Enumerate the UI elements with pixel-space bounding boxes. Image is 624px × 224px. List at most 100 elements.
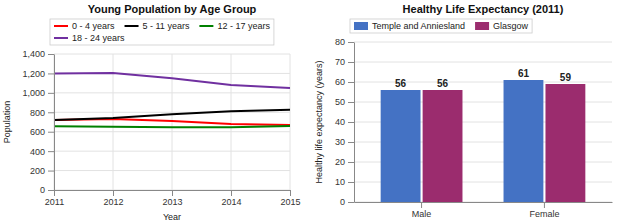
- tick: 40: [335, 117, 354, 127]
- legend: 0 - 4 years 5 - 11 years 12 - 17 years 18 -…: [50, 19, 274, 45]
- data-labels: 56615659: [395, 68, 571, 89]
- chart-title: Young Population by Age Group: [88, 3, 257, 15]
- x-axis: Male Female: [355, 202, 613, 219]
- chart-title: Healthy Life Expectancy (2011): [403, 3, 564, 15]
- legend-swatch: [475, 22, 489, 30]
- tick: 10: [335, 177, 354, 187]
- grid-line: [354, 82, 612, 83]
- tick-label: 30: [335, 137, 345, 147]
- data-label: 61: [518, 68, 530, 79]
- tick-mark: [348, 162, 354, 163]
- tick-label: 60: [335, 77, 345, 87]
- y-axis: 0 10 20 30 40 50 60 70 80: [335, 37, 355, 207]
- tick: 80: [335, 37, 354, 47]
- tick-mark: [421, 202, 422, 208]
- tick-mark: [48, 93, 54, 94]
- tick-label: 2013: [162, 197, 182, 207]
- tick-mark: [231, 190, 232, 196]
- tick: 50: [335, 97, 354, 107]
- tick-label: 80: [335, 37, 345, 47]
- legend-item: Temple and Anniesland: [354, 21, 465, 31]
- bar: [423, 90, 463, 202]
- tick-mark: [348, 182, 354, 183]
- tick: 0: [40, 185, 54, 195]
- legend-item: 12 - 17 years: [199, 21, 270, 31]
- grid-line: [354, 42, 612, 43]
- tick: 1,400: [22, 49, 54, 59]
- marks: [381, 80, 586, 202]
- tick-mark: [348, 102, 354, 103]
- tick-mark: [48, 171, 54, 172]
- tick-mark: [113, 190, 114, 196]
- tick: 2011: [45, 190, 64, 207]
- tick-label: 400: [30, 147, 45, 157]
- tick: 30: [335, 137, 354, 147]
- tick-label: 70: [335, 57, 345, 67]
- axis-line: [54, 55, 55, 191]
- chart-panel: Temple and Anniesland Glasgow Healthy Life…: [314, 3, 613, 219]
- tick-label: 40: [335, 117, 345, 127]
- bar: [504, 80, 544, 202]
- legend-label: Temple and Anniesland: [372, 21, 465, 31]
- tick: Male: [412, 202, 432, 219]
- data-label: 56: [395, 78, 407, 89]
- legend-label: 18 - 24 years: [72, 33, 125, 43]
- tick-mark: [348, 122, 354, 123]
- plot-area: 0 200 400 600 800 1,000 1,200 1,400 2011 2012 2013…: [22, 49, 300, 207]
- tick-mark: [172, 190, 173, 196]
- legend-item: 18 - 24 years: [54, 33, 125, 43]
- tick: 2014: [221, 190, 241, 207]
- grid-line: [113, 54, 114, 190]
- tick-label: 2012: [103, 197, 123, 207]
- y-axis-title: Healthy life expectancy (years): [314, 60, 324, 183]
- tick-label: Male: [412, 209, 432, 219]
- series-line: [54, 73, 290, 88]
- legend-label: 5 - 11 years: [143, 21, 190, 31]
- tick: 2013: [162, 190, 182, 207]
- tick-label: 800: [30, 108, 45, 118]
- x-axis-title: Year: [163, 212, 181, 222]
- legend-swatch: [54, 25, 68, 27]
- data-label: 59: [560, 72, 572, 83]
- grid-line: [290, 54, 291, 190]
- tick-mark: [348, 82, 354, 83]
- bar: [545, 84, 585, 202]
- tick: 200: [30, 166, 54, 176]
- tick-mark: [54, 190, 55, 196]
- tick-mark: [348, 202, 354, 203]
- tick: 1,000: [22, 88, 54, 98]
- chart-panel: 0 - 4 years 5 - 11 years 12 - 17 years 18 -…: [2, 3, 301, 222]
- legend-item: Glasgow: [475, 21, 529, 31]
- tick-label: Female: [529, 209, 559, 219]
- tick-label: 50: [335, 97, 345, 107]
- grid-line: [231, 54, 232, 190]
- legend-item: 0 - 4 years: [54, 21, 115, 31]
- tick: 2012: [103, 190, 123, 207]
- tick-mark: [48, 112, 54, 113]
- tick: 1,200: [22, 69, 54, 79]
- grid: [354, 42, 612, 202]
- chart-root: 0 - 4 years 5 - 11 years 12 - 17 years 18 -…: [0, 0, 624, 224]
- tick-label: 1,200: [22, 69, 45, 79]
- axis-line: [355, 202, 613, 203]
- legend-label: Glasgow: [493, 21, 529, 31]
- marks: [54, 73, 290, 127]
- tick-label: 600: [30, 127, 45, 137]
- tick: 2015: [280, 190, 300, 207]
- x-axis: 2011 2012 2013 2014 2015: [45, 190, 301, 207]
- tick-mark: [48, 132, 54, 133]
- tick-mark: [48, 73, 54, 74]
- legend-swatch: [54, 37, 68, 39]
- legend-swatch: [354, 22, 368, 30]
- tick-mark: [348, 142, 354, 143]
- tick-label: 2011: [45, 197, 64, 207]
- tick: 60: [335, 77, 354, 87]
- tick-label: 20: [335, 157, 345, 167]
- bar: [381, 90, 421, 202]
- plot-area: 01020304050607080MaleFemale56615659: [335, 37, 613, 219]
- tick-mark: [48, 54, 54, 55]
- legend-label: 12 - 17 years: [217, 21, 270, 31]
- tick: 0: [340, 197, 354, 207]
- tick-mark: [290, 190, 291, 196]
- tick: 70: [335, 57, 354, 67]
